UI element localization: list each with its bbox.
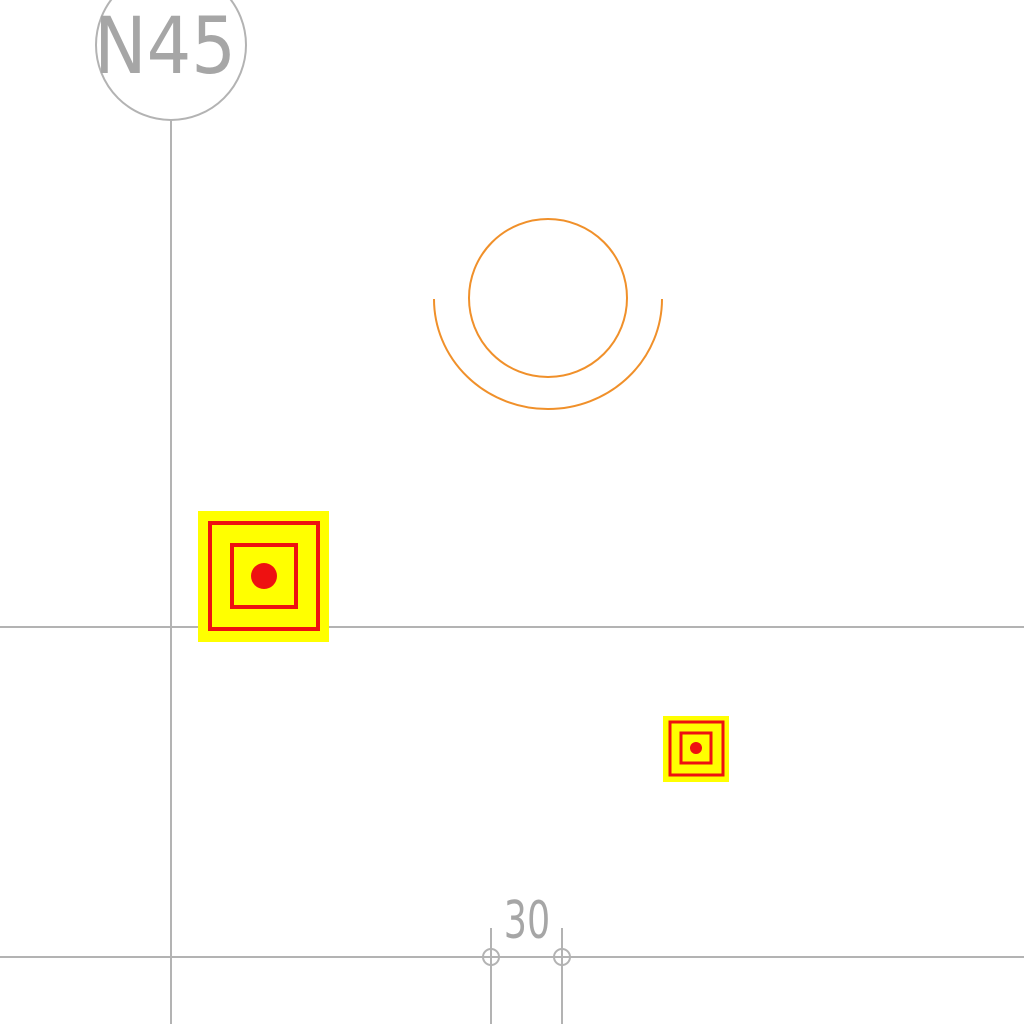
fixture-symbol: [433, 218, 663, 410]
grid-lines: [0, 120, 1024, 1024]
marker-center-dot: [251, 563, 277, 589]
marker-outer-square: [668, 720, 725, 777]
dimension-node-left: [482, 948, 500, 966]
dimension-mark: [482, 928, 571, 1024]
marker-inner-square: [230, 543, 298, 609]
dimension-node-right: [553, 948, 571, 966]
fixture-arc: [433, 298, 663, 410]
grid-bubble-label: N45: [94, 2, 236, 92]
small-square-target-marker[interactable]: [663, 716, 729, 782]
grid-bubble: N45: [94, 0, 247, 121]
grid-bubble-circle: [95, 0, 247, 121]
marker-inner-square: [679, 731, 713, 765]
marker-outer-square: [208, 521, 320, 631]
large-square-target-marker[interactable]: [198, 511, 329, 642]
fixture-circle: [468, 218, 628, 378]
marker-center-dot: [690, 742, 702, 754]
dimension-label: 30: [504, 890, 550, 950]
